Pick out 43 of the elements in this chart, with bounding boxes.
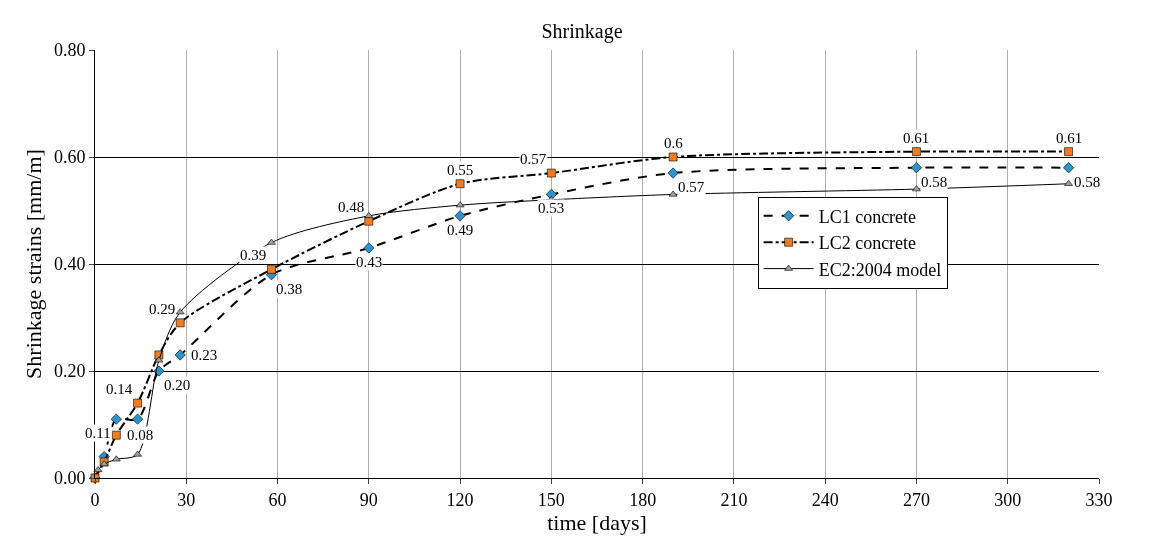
data-label: 0.08: [127, 427, 154, 443]
y-tick-label: 0.80: [53, 40, 86, 61]
chart-title: Shrinkage: [541, 20, 623, 44]
legend-label: EC2:2004 model: [818, 259, 942, 280]
data-label: 0.55: [447, 162, 474, 178]
data-label: 0.57: [520, 151, 547, 167]
data-label: 0.11: [85, 425, 111, 441]
x-tick-label: 150: [537, 489, 565, 510]
y-tick-label: 0.40: [53, 254, 86, 275]
data-label: 0.57: [678, 179, 705, 195]
x-tick-label: 180: [629, 489, 657, 510]
x-tick-label: 0: [90, 489, 100, 510]
data-label: 0.38: [276, 281, 303, 297]
data-label: 0.29: [149, 301, 176, 317]
y-tick-label: 0.00: [53, 468, 86, 489]
x-axis-title: time [days]: [547, 509, 647, 535]
data-label: 0.49: [447, 222, 474, 238]
x-tick-label: 240: [811, 489, 839, 510]
data-label: 0.61: [903, 130, 930, 146]
data-label: 0.14: [106, 381, 133, 397]
data-label: 0.58: [921, 174, 948, 190]
legend-label: LC1 concrete: [818, 206, 917, 227]
y-tick-label: 0.20: [53, 361, 86, 382]
data-label: 0.43: [356, 254, 383, 270]
data-label: 0.53: [538, 200, 565, 216]
x-tick-label: 60: [268, 489, 287, 510]
x-tick-label: 120: [446, 489, 474, 510]
x-tick-label: 270: [902, 489, 930, 510]
y-tick-label: 0.60: [53, 147, 86, 168]
data-label: 0.23: [191, 347, 218, 363]
y-axis-title: Shrinkage strains [mm/m]: [21, 149, 46, 379]
legend-label: LC2 concrete: [818, 233, 917, 254]
data-label: 0.48: [338, 199, 365, 215]
data-label: 0.39: [240, 247, 267, 263]
data-label: 0.58: [1074, 174, 1101, 190]
data-label: 0.20: [164, 377, 191, 393]
x-tick-label: 330: [1085, 489, 1113, 510]
data-label: 0.6: [664, 135, 684, 151]
x-tick-label: 90: [359, 489, 378, 510]
data-label: 0.61: [1056, 130, 1083, 146]
x-tick-label: 300: [994, 489, 1022, 510]
x-tick-label: 30: [177, 489, 196, 510]
x-tick-label: 210: [720, 489, 748, 510]
